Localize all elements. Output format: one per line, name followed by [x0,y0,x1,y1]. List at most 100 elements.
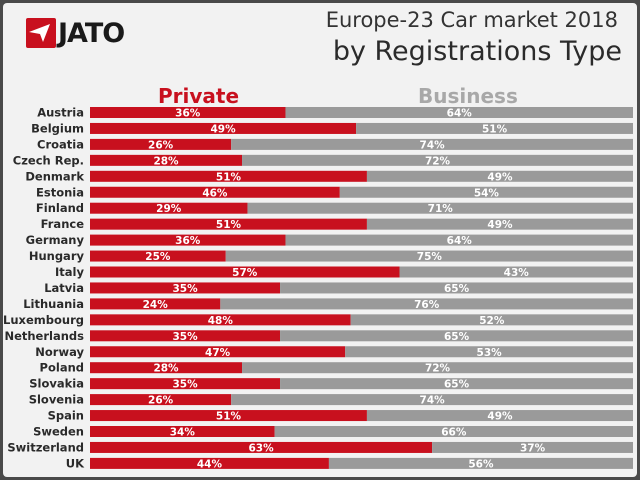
bar-business-finland [247,202,633,214]
bar-private-germany [90,234,286,246]
bar-private-poland [90,362,243,374]
bar-business-netherlands [280,330,633,342]
bar-private-france [90,218,367,230]
country-label-luxembourg: Luxembourg [3,313,84,327]
bar-business-france [366,218,633,230]
bar-private-sweden [90,426,275,437]
bar-business-latvia [280,282,633,294]
value-label-private-estonia: 46% [202,187,228,199]
value-label-business-czech-rep: 72% [425,155,451,167]
value-label-private-hungary: 25% [145,251,171,263]
chart-title-line1: Europe-23 Car market 2018 [325,8,618,32]
value-label-business-italy: 43% [504,267,530,279]
value-label-private-luxembourg: 48% [208,315,234,327]
country-label-croatia: Croatia [37,137,84,151]
bar-private-czech-rep [90,154,243,166]
value-label-private-slovakia: 35% [172,379,198,391]
value-label-private-germany: 36% [175,235,201,247]
country-label-norway: Norway [35,345,84,359]
bar-business-spain [366,410,633,422]
country-label-czech-rep: Czech Rep. [13,153,84,167]
value-label-private-uk: 44% [197,458,223,470]
value-label-business-hungary: 75% [417,251,443,263]
country-label-slovakia: Slovakia [29,377,84,391]
value-label-business-poland: 72% [425,363,451,375]
value-label-business-finland: 71% [428,203,454,215]
bar-business-hungary [225,250,633,262]
value-label-private-austria: 36% [175,108,201,120]
bar-private-estonia [90,186,340,198]
value-label-private-denmark: 51% [216,171,242,183]
bar-private-denmark [90,170,367,182]
bar-private-slovakia [90,378,281,390]
value-label-business-slovenia: 74% [420,395,446,407]
bar-business-italy [399,266,633,278]
country-label-austria: Austria [37,106,84,120]
value-label-business-belgium: 51% [482,123,508,135]
bar-business-uk [328,457,633,469]
value-label-private-norway: 47% [205,347,231,359]
bar-private-croatia [90,138,232,150]
jato-logo: JATO [26,17,125,49]
legend-private: Private [158,84,240,108]
value-label-business-denmark: 49% [487,171,513,183]
value-label-business-norway: 53% [477,347,503,359]
value-label-business-slovakia: 65% [444,379,470,391]
value-label-private-france: 51% [216,219,242,231]
country-label-germany: Germany [26,233,85,247]
value-label-business-luxembourg: 52% [479,315,505,327]
value-label-private-croatia: 26% [148,139,174,151]
value-label-private-slovenia: 26% [148,395,174,407]
bar-private-lithuania [90,298,221,310]
bar-business-sweden [274,426,633,437]
value-label-private-spain: 51% [216,411,242,423]
value-label-business-estonia: 54% [474,187,500,199]
country-label-lithuania: Lithuania [23,297,84,311]
country-label-slovenia: Slovenia [29,393,84,407]
country-label-finland: Finland [36,201,84,215]
bar-private-finland [90,202,248,214]
country-label-hungary: Hungary [29,249,85,263]
bar-business-lithuania [220,298,633,310]
bar-business-belgium [356,122,633,134]
value-label-private-czech-rep: 28% [153,155,179,167]
value-label-private-netherlands: 35% [172,331,198,343]
value-label-business-france: 49% [487,219,513,231]
value-label-business-austria: 64% [447,108,473,120]
bar-business-czech-rep [242,154,634,166]
bar-business-estonia [339,186,633,198]
value-label-private-lithuania: 24% [143,299,169,311]
bar-private-latvia [90,282,281,294]
bar-business-switzerland [432,441,633,453]
jato-logo-icon [26,18,56,48]
country-label-estonia: Estonia [36,185,84,199]
value-label-business-switzerland: 37% [520,442,546,454]
bar-business-slovenia [231,394,633,406]
country-label-spain: Spain [48,409,84,423]
value-label-private-switzerland: 63% [248,442,274,454]
legend-business: Business [418,84,518,108]
logo-text: JATO [58,17,125,49]
bar-private-uk [90,457,329,469]
bar-private-switzerland [90,441,433,453]
bar-business-slovakia [280,378,633,390]
bar-private-luxembourg [90,314,351,326]
bar-business-norway [345,346,633,358]
bar-private-norway [90,346,346,358]
value-label-private-belgium: 49% [210,123,236,135]
country-label-latvia: Latvia [44,281,84,295]
country-label-netherlands: Netherlands [4,329,84,343]
value-label-private-italy: 57% [232,267,258,279]
value-label-business-netherlands: 65% [444,331,470,343]
value-label-business-lithuania: 76% [414,299,440,311]
value-label-private-finland: 29% [156,203,182,215]
bar-business-poland [242,362,634,374]
bar-private-hungary [90,250,226,262]
chart-title-line2: by Registrations Type [332,36,622,67]
bar-private-netherlands [90,330,281,342]
country-label-poland: Poland [40,361,84,375]
bar-business-luxembourg [350,314,633,326]
country-label-denmark: Denmark [25,169,84,183]
value-label-business-latvia: 65% [444,283,470,295]
